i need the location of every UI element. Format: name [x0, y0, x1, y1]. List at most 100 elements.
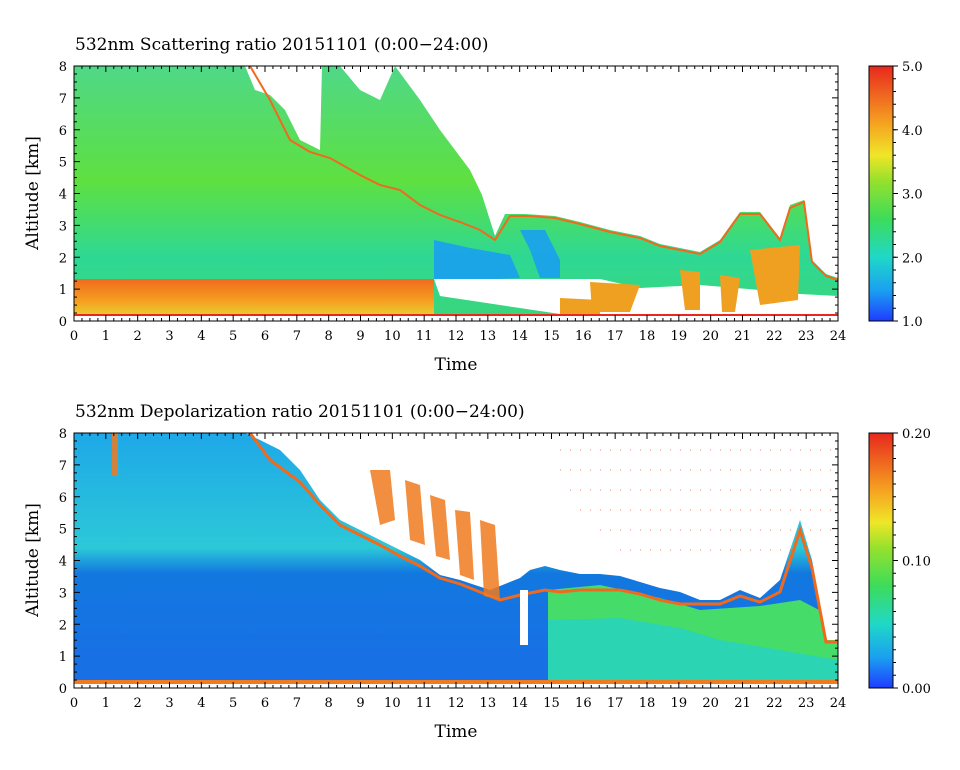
depolarization-x-tick-label: 24	[830, 696, 847, 711]
depolarization-y-tick-label: 8	[59, 427, 67, 442]
scattering-x-tick-label: 21	[734, 329, 751, 344]
scattering-x-tick-label: 13	[480, 329, 497, 344]
depolarization-x-tick-label: 21	[734, 696, 751, 711]
depolarization-x-tick-label: 12	[448, 696, 465, 711]
scattering-y-ticks: 0 1 2 3 4 5 6 7 8	[59, 60, 838, 330]
depolarization-x-tick-label: 10	[384, 696, 401, 711]
scattering-rain-blue	[434, 230, 560, 280]
scattering-x-tick-label: 22	[766, 329, 783, 344]
scattering-colorbar-tick-label: 1.0	[902, 315, 923, 330]
depolarization-x-tick-label: 13	[480, 696, 497, 711]
depolarization-ratio-title: 532nm Depolarization ratio 20151101 (0:0…	[75, 402, 525, 422]
depolarization-x-tick-label: 9	[356, 696, 364, 711]
scattering-y-tick-label: 0	[59, 315, 67, 330]
depolarization-clear-sky	[245, 433, 838, 640]
depolarization-x-tick-label: 17	[607, 696, 624, 711]
depolarization-y-ticks: 0 1 2 3 4 5 6 7 8	[59, 427, 838, 697]
scattering-low-layer	[74, 279, 434, 316]
scattering-x-tick-label: 12	[448, 329, 465, 344]
scattering-x-tick-label: 18	[639, 329, 656, 344]
depolarization-y-label: Altitude [km]	[23, 503, 43, 618]
scattering-x-label: Time	[435, 355, 478, 375]
scattering-x-tick-label: 3	[165, 329, 173, 344]
depolarization-x-ticks: 0 1 2 3 4 5 6 7 8 9 10 11 12 13 14 15 16 17 18 19 20 21 22 23 24	[70, 433, 846, 711]
scattering-x-tick-label: 11	[416, 329, 433, 344]
scattering-colorbar-tick-label: 2.0	[902, 251, 923, 266]
scattering-clear-sky	[245, 66, 838, 278]
scattering-y-tick-label: 6	[59, 124, 67, 139]
scattering-colorbar-ticks: 1.0 2.0 3.0 4.0 5.0	[893, 60, 923, 330]
scattering-x-tick-label: 14	[511, 329, 528, 344]
depolarization-ice-streaks	[112, 433, 500, 600]
scattering-low-cloud	[560, 245, 800, 314]
scattering-x-tick-label: 4	[197, 329, 205, 344]
depolarization-x-tick-label: 5	[229, 696, 237, 711]
depolarization-right-cyan	[548, 618, 838, 682]
scattering-x-tick-label: 9	[356, 329, 364, 344]
scattering-x-tick-label: 15	[543, 329, 560, 344]
depolarization-x-tick-label: 16	[575, 696, 592, 711]
depolarization-x-tick-label: 0	[70, 696, 78, 711]
scattering-x-tick-label: 2	[134, 329, 142, 344]
depolarization-x-tick-label: 11	[416, 696, 433, 711]
scattering-x-tick-label: 6	[261, 329, 269, 344]
depolarization-colorbar-tick-label: 0.00	[902, 682, 931, 697]
depolarization-x-tick-label: 4	[197, 696, 205, 711]
depolarization-x-tick-label: 7	[293, 696, 301, 711]
scattering-x-tick-label: 0	[70, 329, 78, 344]
scattering-y-tick-label: 7	[59, 92, 67, 107]
depolarization-x-tick-label: 2	[134, 696, 142, 711]
depolarization-colorbar-tick-label: 0.10	[902, 555, 931, 570]
depolarization-heatmap	[74, 432, 838, 688]
depolarization-x-tick-label: 8	[325, 696, 333, 711]
depolarization-y-tick-label: 7	[59, 459, 67, 474]
depolarization-x-tick-label: 1	[102, 696, 110, 711]
depolarization-y-tick-label: 1	[59, 650, 67, 665]
scattering-y-tick-label: 2	[59, 251, 67, 266]
scattering-white-gap	[434, 279, 838, 314]
depolarization-x-tick-label: 22	[766, 696, 783, 711]
scattering-y-tick-label: 3	[59, 219, 67, 234]
depolarization-y-tick-label: 4	[59, 555, 67, 570]
depolarization-y-tick-label: 0	[59, 682, 67, 697]
scattering-colorbar	[868, 65, 894, 322]
scattering-colorbar-tick-label: 4.0	[902, 124, 923, 139]
scattering-cloud-edge	[249, 65, 839, 281]
scattering-x-tick-label: 8	[325, 329, 333, 344]
scattering-x-tick-label: 7	[293, 329, 301, 344]
scattering-x-tick-label: 5	[229, 329, 237, 344]
scattering-x-tick-label: 16	[575, 329, 592, 344]
depolarization-ratio-panel: 532nm Depolarization ratio 20151101 (0:0…	[23, 402, 931, 742]
depolarization-x-tick-label: 23	[798, 696, 815, 711]
scattering-x-tick-label: 10	[384, 329, 401, 344]
depolarization-x-tick-label: 18	[639, 696, 656, 711]
scattering-colorbar-tick-label: 5.0	[902, 60, 923, 75]
depolarization-x-tick-label: 6	[261, 696, 269, 711]
scattering-x-tick-label: 24	[830, 329, 847, 344]
scattering-x-tick-label: 23	[798, 329, 815, 344]
scattering-x-tick-label: 1	[102, 329, 110, 344]
depolarization-y-tick-label: 6	[59, 491, 67, 506]
scattering-x-tick-label: 20	[702, 329, 719, 344]
depolarization-colorbar-ticks: 0.00 0.10 0.20	[893, 427, 931, 697]
scattering-x-tick-label: 19	[671, 329, 688, 344]
scattering-y-tick-label: 8	[59, 60, 67, 75]
scattering-y-label: Altitude [km]	[23, 136, 43, 251]
depolarization-y-tick-label: 5	[59, 523, 67, 538]
scattering-heatmap	[74, 65, 839, 321]
scattering-colorbar-tick-label: 3.0	[902, 188, 923, 203]
scattering-y-tick-label: 1	[59, 283, 67, 298]
depolarization-x-tick-label: 19	[671, 696, 688, 711]
scattering-y-tick-label: 4	[59, 188, 67, 203]
depolarization-x-label: Time	[435, 722, 478, 742]
scattering-x-tick-label: 17	[607, 329, 624, 344]
depolarization-x-tick-label: 14	[511, 696, 528, 711]
scattering-ratio-panel: 532nm Scattering ratio 20151101 (0:00−24…	[23, 35, 923, 375]
depolarization-x-tick-label: 20	[702, 696, 719, 711]
scattering-y-tick-label: 5	[59, 156, 67, 171]
scattering-ratio-title: 532nm Scattering ratio 20151101 (0:00−24…	[75, 35, 489, 55]
depolarization-x-tick-label: 15	[543, 696, 560, 711]
depolarization-x-tick-label: 3	[165, 696, 173, 711]
depolarization-cloud-edge	[248, 432, 838, 644]
